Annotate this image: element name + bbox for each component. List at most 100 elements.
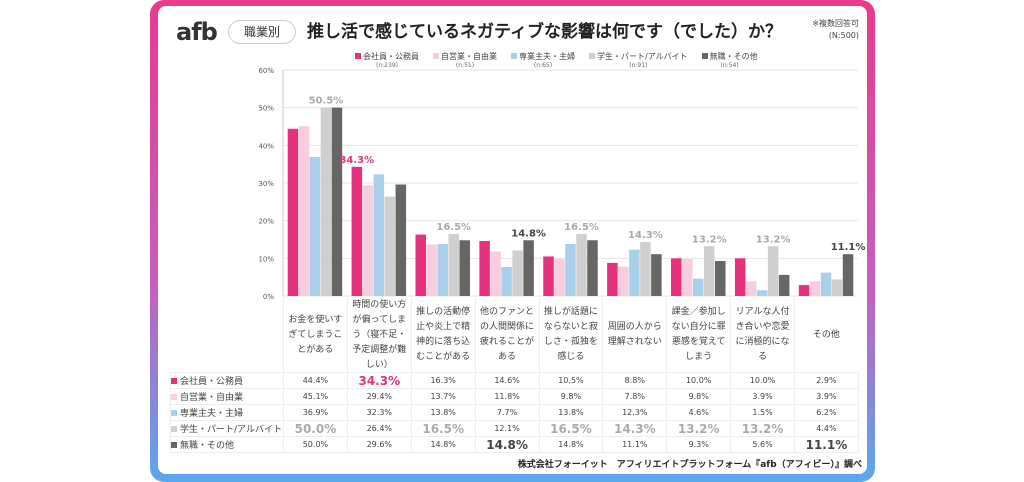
data-label: 13.2% bbox=[756, 234, 791, 245]
table-cell: 1.5% bbox=[730, 404, 795, 421]
bar bbox=[415, 234, 426, 296]
bar bbox=[523, 240, 534, 296]
y-tick-label: 20% bbox=[258, 218, 274, 226]
bar bbox=[459, 240, 470, 296]
bar bbox=[640, 242, 651, 296]
bar bbox=[734, 258, 746, 296]
table-cell: 32.3% bbox=[346, 404, 412, 421]
table-cell: 3.9% bbox=[794, 388, 859, 405]
bar bbox=[809, 281, 821, 296]
bar bbox=[543, 256, 554, 296]
bar bbox=[309, 157, 321, 296]
bar bbox=[607, 262, 618, 296]
y-tick-label: 60% bbox=[258, 67, 274, 75]
legend-swatch bbox=[511, 53, 517, 59]
row-label: 学生・パート/アルバイト bbox=[170, 420, 284, 437]
bar bbox=[490, 251, 501, 296]
table-cell: 16.5% bbox=[538, 420, 604, 437]
table-cell: 10.5% bbox=[538, 372, 604, 389]
row-label: 会社員・公務員 bbox=[170, 372, 284, 389]
table-cell: 7.8% bbox=[602, 388, 668, 405]
table-row: 学生・パート/アルバイト 50.0% 26.4% 16.5% 12.1% 16.5% 14.… bbox=[170, 420, 859, 437]
table-cell: 36.9% bbox=[283, 404, 348, 421]
legend-item: 学生・パート/アルバイト (n:91) bbox=[589, 52, 688, 70]
legend-item: 自営業・自由業 (n:51) bbox=[433, 52, 497, 70]
row-label: 無職・その他 bbox=[170, 436, 284, 453]
bar bbox=[384, 196, 396, 296]
legend-item: 専業主夫・主婦 (n:65) bbox=[511, 52, 575, 70]
category-label: リアルな人付き合いや恋愛に消極的になる bbox=[730, 298, 794, 372]
data-label: 34.3% bbox=[339, 155, 374, 166]
table-cell: 14.3% bbox=[602, 420, 668, 437]
legend-n: (n:91) bbox=[629, 62, 648, 69]
legend-item: 会社員・公務員 (n:239) bbox=[355, 52, 419, 70]
table-cell: 14.6% bbox=[474, 372, 540, 389]
category-label: 課金／参加しない自分に罪悪感を覚えてしまう bbox=[666, 298, 730, 372]
legend-label: 会社員・公務員 bbox=[363, 52, 419, 61]
legend-swatch bbox=[433, 53, 439, 59]
bar bbox=[651, 254, 662, 296]
table-cell: 10.0% bbox=[730, 372, 795, 389]
row-swatch bbox=[171, 394, 177, 400]
category-label: 推しの活動停止や炎上で精神的に落ち込むことがある bbox=[410, 298, 475, 372]
legend-swatch bbox=[701, 53, 708, 59]
legend-n: (n:239) bbox=[376, 62, 398, 69]
table-cell: 9.8% bbox=[666, 388, 732, 405]
bar bbox=[587, 240, 598, 296]
bar bbox=[756, 290, 768, 296]
table-row: 専業主夫・主婦 36.9% 32.3% 13.8% 7.7% 13.8% 12.3% 4.6%… bbox=[170, 404, 859, 421]
bar bbox=[715, 260, 726, 296]
table-row: 無職・その他 50.0% 29.6% 14.8% 14.8% 14.8% 11.1% 9.3%… bbox=[170, 436, 859, 453]
table-cell: 45.1% bbox=[283, 388, 348, 405]
bar bbox=[565, 244, 576, 296]
bar bbox=[842, 254, 854, 296]
bar bbox=[682, 259, 693, 296]
table-cell: 11.1% bbox=[602, 436, 668, 453]
legend-label: 無職・その他 bbox=[709, 52, 758, 61]
table-cell: 13.8% bbox=[538, 404, 604, 421]
y-tick-label: 40% bbox=[258, 142, 274, 150]
legend-label: 自営業・自由業 bbox=[441, 52, 497, 61]
category-label: お金を使いすぎてしまうことがある bbox=[283, 298, 347, 372]
bar bbox=[448, 233, 459, 296]
afb-logo: afb bbox=[176, 18, 218, 46]
table-cell: 26.4% bbox=[346, 420, 412, 437]
table-cell: 3.9% bbox=[730, 388, 795, 405]
y-tick-label: 10% bbox=[258, 255, 274, 263]
note-multi: ※複数回答可 bbox=[812, 19, 859, 28]
bar bbox=[798, 285, 810, 296]
table-cell: 29.6% bbox=[346, 436, 412, 453]
row-swatch bbox=[171, 442, 177, 448]
data-table: 会社員・公務員 44.4% 34.3% 16.3% 14.6% 10.5% 8.8% 10.0… bbox=[170, 372, 859, 453]
bar bbox=[426, 244, 437, 296]
table-cell: 6.2% bbox=[794, 404, 859, 421]
category-label: その他 bbox=[794, 298, 858, 372]
legend-n: (n:54) bbox=[720, 62, 739, 69]
bar bbox=[512, 250, 523, 296]
table-cell: 50.0% bbox=[283, 420, 348, 437]
legend-label: 専業主夫・主婦 bbox=[519, 52, 575, 61]
source-credit: 株式会社フォーイット アフィリエイトプラットフォーム『afb（アフィビー）』調べ bbox=[517, 460, 862, 470]
y-tick-label: 0% bbox=[263, 293, 274, 301]
table-row: 会社員・公務員 44.4% 34.3% 16.3% 14.6% 10.5% 8.8% 10.0… bbox=[170, 372, 859, 389]
legend-label: 学生・パート/アルバイト bbox=[597, 52, 688, 61]
table-cell: 29.4% bbox=[346, 388, 412, 405]
note: ※複数回答可 (N:500) bbox=[812, 18, 859, 42]
table-cell: 4.6% bbox=[666, 404, 732, 421]
legend: 会社員・公務員 (n:239) 自営業・自由業 (n:51) 専業主夫・主婦 (n:65)… bbox=[355, 52, 758, 70]
table-cell: 12.3% bbox=[602, 404, 668, 421]
table-cell: 8.8% bbox=[602, 372, 668, 389]
bar bbox=[704, 246, 715, 296]
y-tick-label: 30% bbox=[258, 180, 274, 188]
row-label: 自営業・自由業 bbox=[170, 388, 284, 405]
table-cell: 11.1% bbox=[794, 436, 859, 453]
table-cell: 13.2% bbox=[666, 420, 732, 437]
table-cell: 5.6% bbox=[730, 436, 795, 453]
bar bbox=[671, 258, 682, 296]
table-cell: 13.7% bbox=[410, 388, 476, 405]
bar bbox=[331, 107, 343, 297]
table-cell: 14.8% bbox=[410, 436, 476, 453]
table-cell: 34.3% bbox=[346, 372, 412, 389]
category-tag: 職業別 bbox=[228, 20, 296, 44]
